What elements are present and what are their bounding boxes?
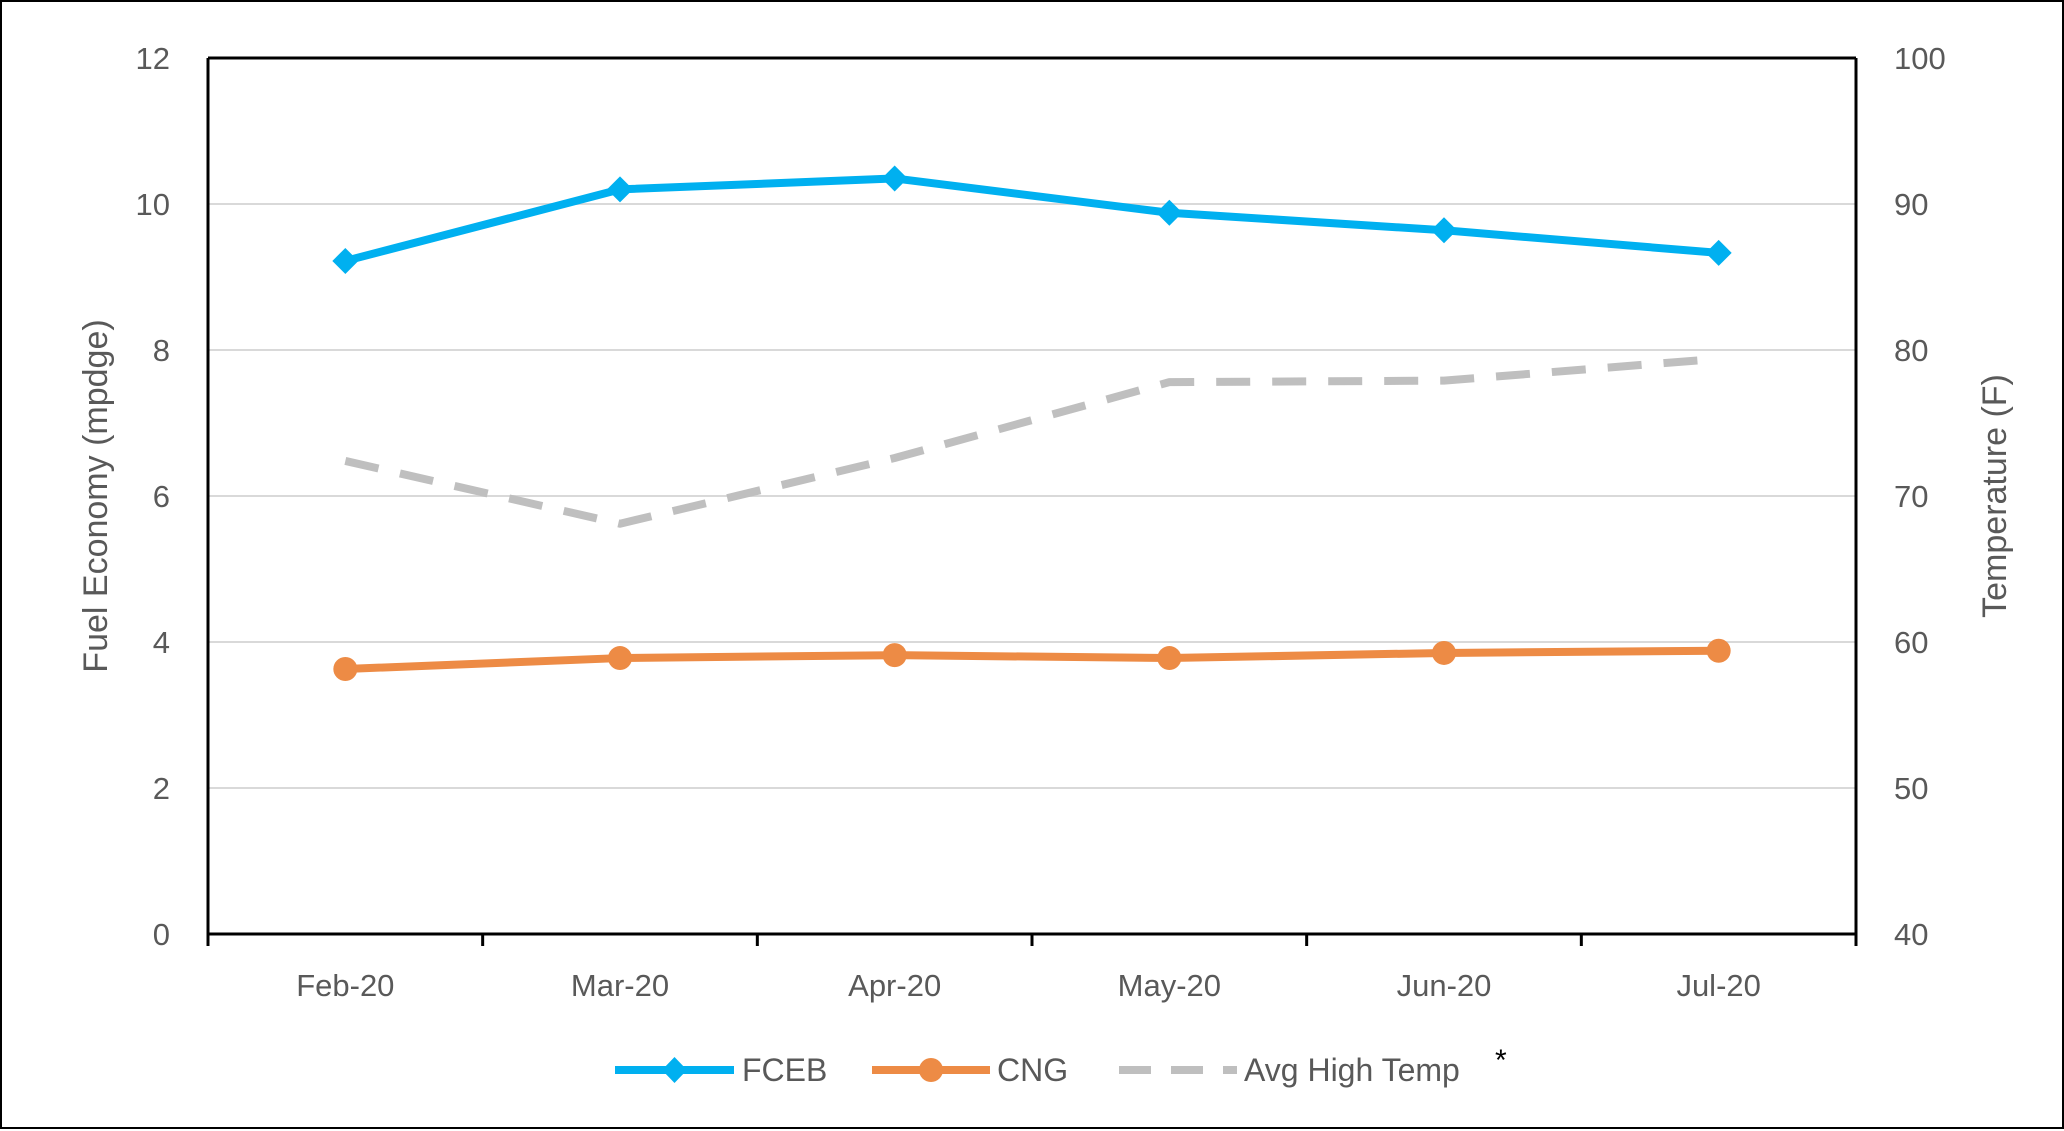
series-line-avg-high-temp (344, 354, 1719, 528)
legend-label-fceb: FCEB (742, 1052, 827, 1088)
y-left-tick-label: 2 (153, 771, 170, 806)
x-tick-label: Jul-20 (1676, 968, 1760, 1003)
point-fceb (881, 165, 908, 192)
legend-swatch-fceb-marker (662, 1057, 687, 1083)
legend-item-cng: CNG (872, 1052, 1068, 1088)
legend-footnote-asterisk: * (1495, 1044, 1507, 1077)
gridlines (208, 203, 1856, 789)
y-right-tick-label: 80 (1894, 333, 1928, 368)
y-left-tick-label: 4 (153, 625, 170, 660)
legend-item-avg-high-temp: Avg High Temp * (1119, 1044, 1507, 1088)
x-tick-label: Apr-20 (848, 968, 941, 1003)
y-right-tick-label: 70 (1894, 479, 1928, 514)
legend-label-cng: CNG (997, 1052, 1068, 1088)
series (332, 165, 1732, 682)
legend-item-fceb: FCEB (615, 1052, 827, 1088)
y-left-tick-label: 0 (153, 917, 170, 952)
x-tick-label: Mar-20 (571, 968, 669, 1003)
point-fceb (332, 247, 359, 274)
y-left-tick-label: 12 (136, 41, 170, 76)
legend: FCEB CNG Avg High Temp * (615, 1044, 1507, 1088)
point-cng (1706, 638, 1731, 663)
series-line-fceb (341, 174, 1723, 265)
y-right-axis-title: Temperature (F) (1976, 374, 2014, 618)
tick-labels: 0 40 2 50 4 60 6 70 8 80 10 90 12 100 Feb-20 Mar-20 Apr-… (136, 41, 1946, 1003)
y-left-axis-title: Fuel Economy (mpdge) (77, 319, 115, 672)
point-fceb (1705, 239, 1732, 266)
point-fceb (607, 176, 633, 203)
x-tick-label: May-20 (1118, 968, 1221, 1003)
y-left-tick-label: 8 (153, 333, 170, 368)
legend-label-avg-high-temp: Avg High Temp (1244, 1052, 1460, 1088)
y-right-tick-label: 60 (1894, 625, 1928, 660)
y-right-tick-label: 50 (1894, 771, 1928, 806)
point-cng (333, 657, 358, 682)
y-right-tick-label: 40 (1894, 917, 1928, 952)
legend-swatch-cng-marker (919, 1058, 943, 1082)
point-cng (882, 643, 907, 668)
axes (206, 56, 1858, 946)
point-cng (1432, 640, 1456, 665)
point-fceb (1431, 217, 1457, 244)
y-left-tick-label: 10 (136, 187, 170, 222)
y-right-tick-label: 90 (1894, 187, 1928, 222)
y-right-tick-label: 100 (1894, 41, 1946, 76)
point-fceb (1156, 199, 1183, 226)
x-tick-label: Feb-20 (296, 968, 394, 1003)
series-line-cng (341, 646, 1723, 674)
point-cng (1157, 646, 1182, 671)
y-left-tick-label: 6 (153, 479, 170, 514)
x-tick-label: Jun-20 (1397, 968, 1492, 1003)
point-cng (608, 646, 632, 671)
